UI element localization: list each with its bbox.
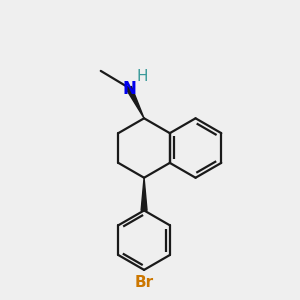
Polygon shape (126, 86, 144, 118)
Text: H: H (137, 69, 148, 84)
Text: Br: Br (134, 275, 154, 290)
Text: N: N (123, 80, 137, 98)
Polygon shape (141, 178, 147, 210)
